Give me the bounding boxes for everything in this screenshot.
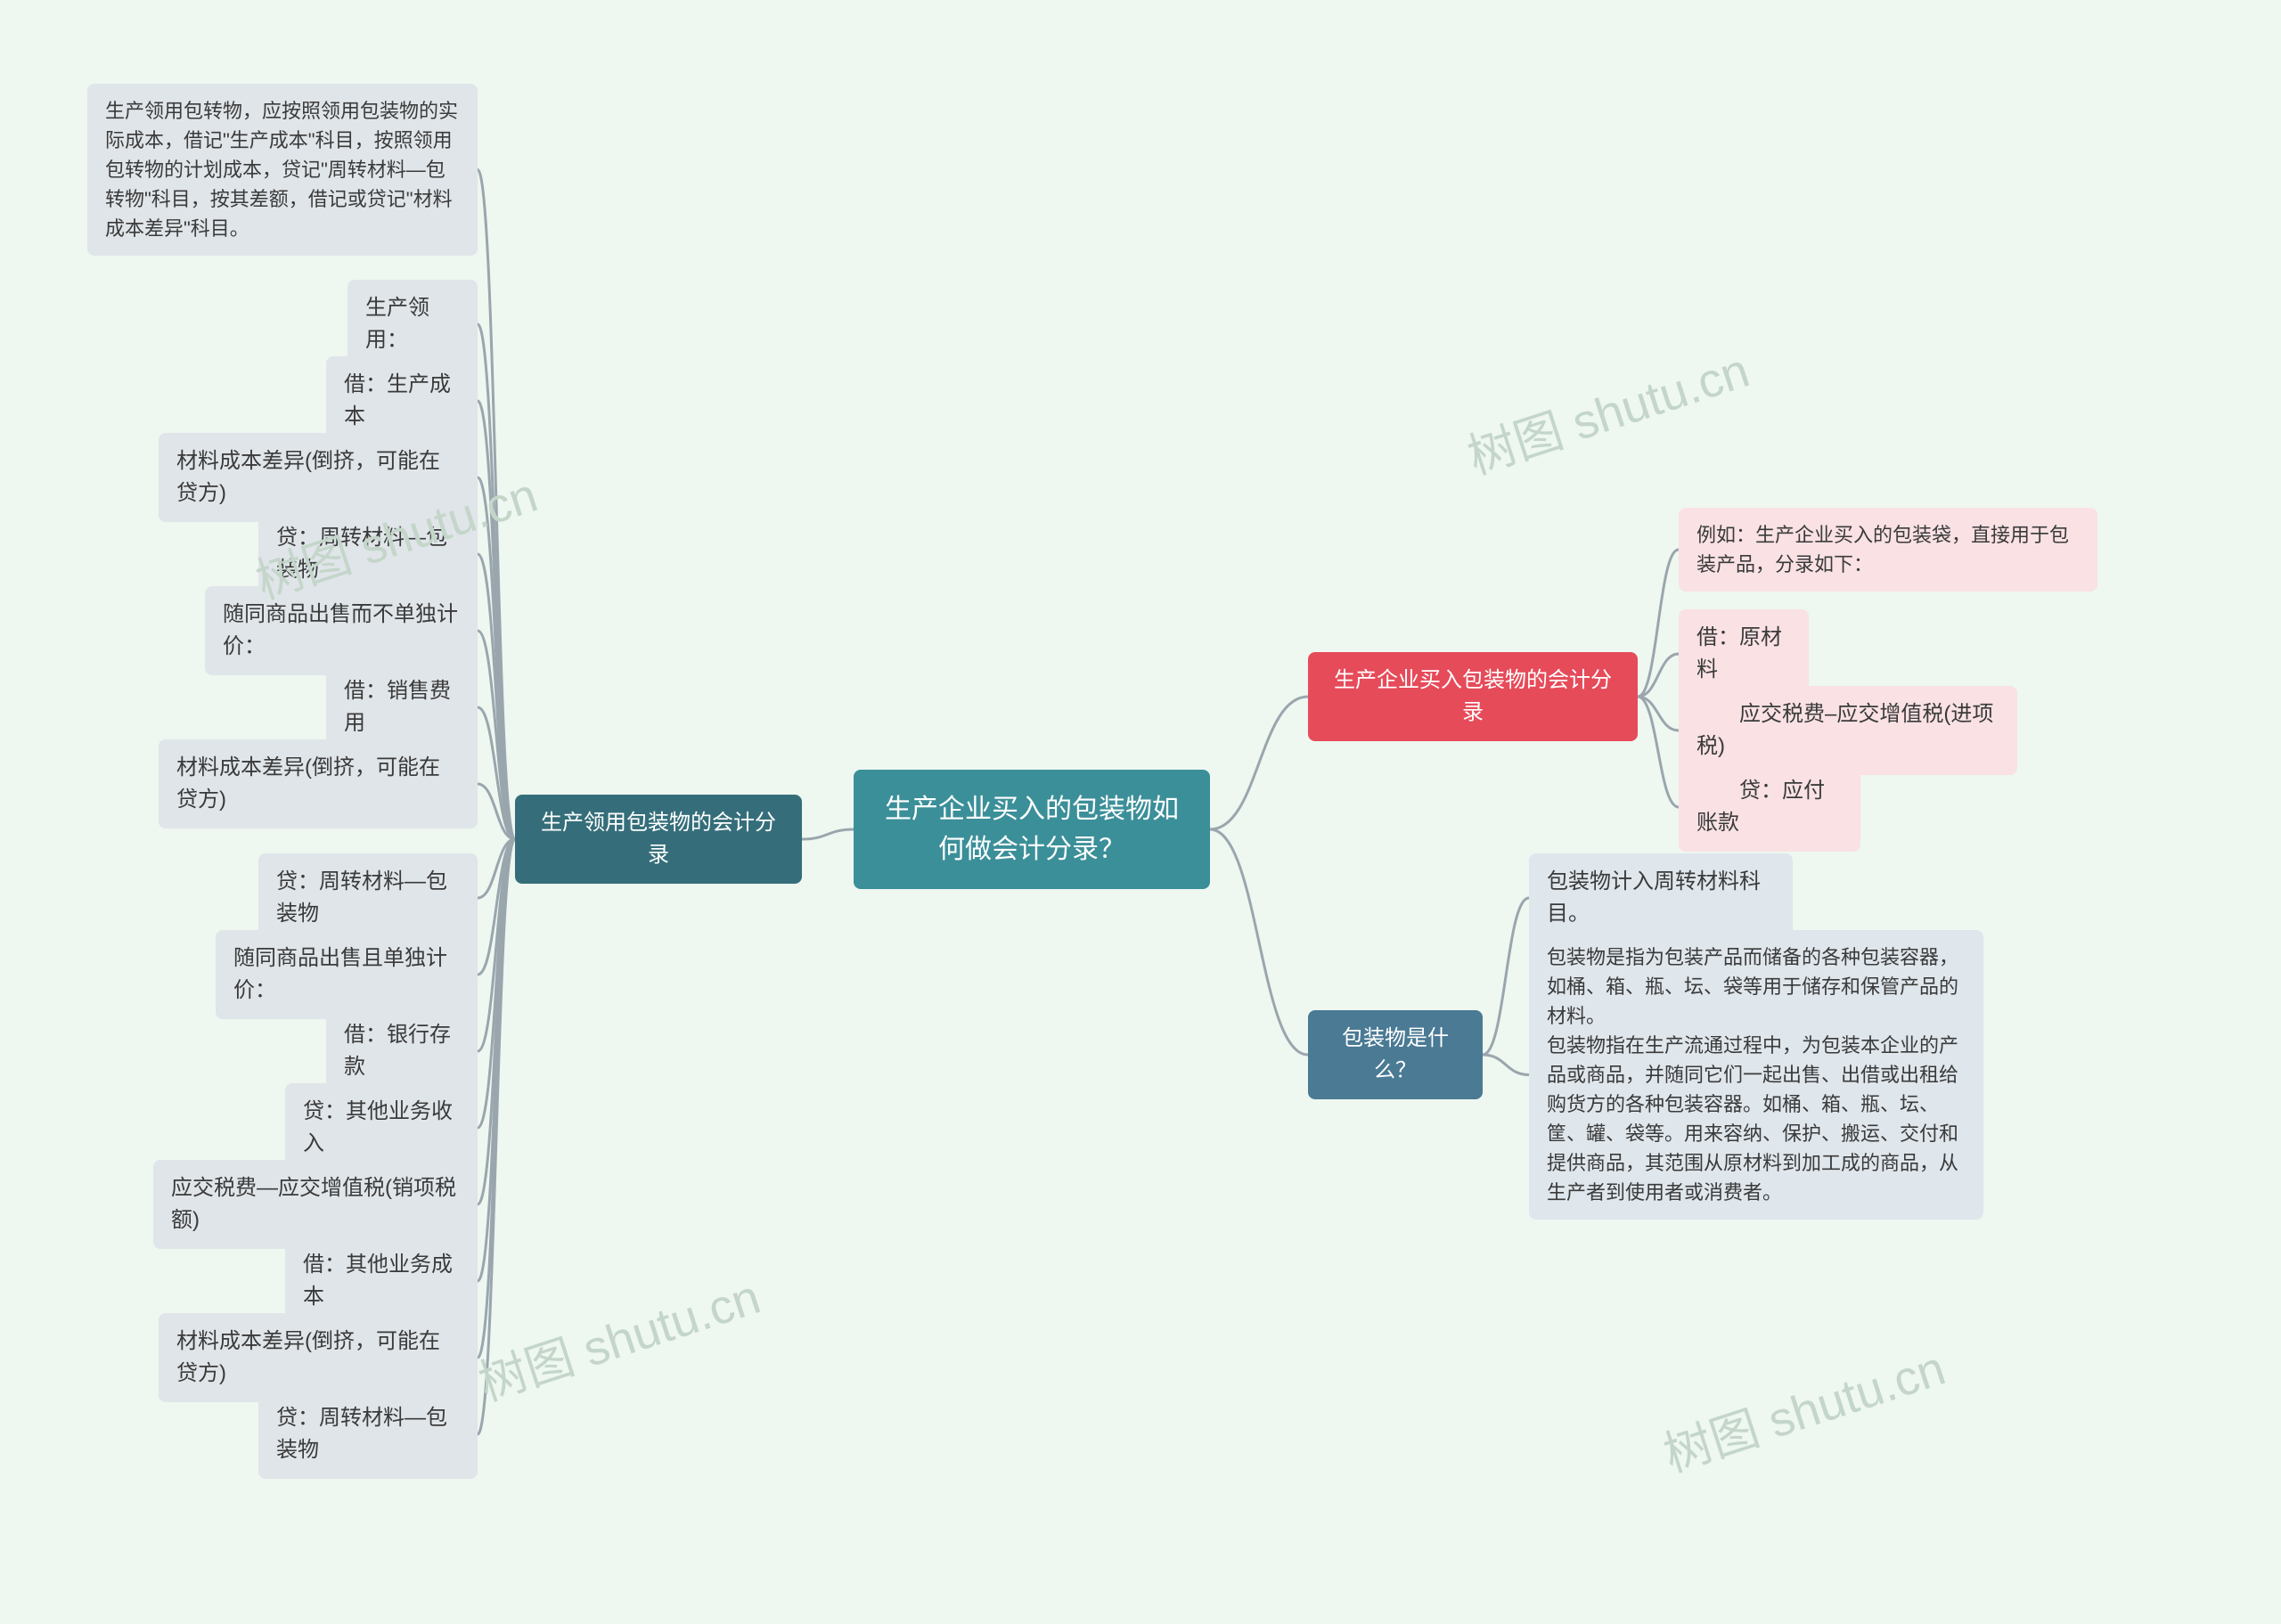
leaf-l5[interactable]: 随同商品出售而不单独计价： [205,586,478,675]
leaf-l7[interactable]: 材料成本差异(倒挤，可能在贷方) [159,739,478,828]
leaf-l4[interactable]: 贷：周转材料—包装物 [258,510,478,599]
leaf-l14[interactable]: 材料成本差异(倒挤，可能在贷方) [159,1313,478,1402]
leaf-l8[interactable]: 贷：周转材料—包装物 [258,853,478,943]
leaf-l9[interactable]: 随同商品出售且单独计价： [216,930,478,1019]
leaf-rb1[interactable]: 包装物计入周转材料科目。 [1529,853,1793,943]
leaf-l11[interactable]: 贷：其他业务收入 [285,1083,478,1172]
leaf-l12[interactable]: 应交税费—应交增值税(销项税额) [153,1160,478,1249]
branch-right-2[interactable]: 包装物是什么？ [1308,1010,1483,1099]
leaf-r3[interactable]: 应交税费–应交增值税(进项税) [1679,686,2017,775]
leaf-l1[interactable]: 生产领用： [347,280,478,369]
leaf-r4[interactable]: 贷：应付账款 [1679,763,1860,852]
leaf-l2[interactable]: 借：生产成本 [326,356,478,445]
branch-left[interactable]: 生产领用包装物的会计分录 [515,795,802,884]
leaf-l0[interactable]: 生产领用包转物，应按照领用包装物的实际成本，借记"生产成本"科目，按照领用包转物… [87,84,478,256]
leaf-l13[interactable]: 借：其他业务成本 [285,1236,478,1326]
watermark: 树图 shutu.cn [469,1257,768,1414]
leaf-l15[interactable]: 贷：周转材料—包装物 [258,1390,478,1479]
watermark: 树图 shutu.cn [1458,331,1757,487]
leaf-r2[interactable]: 借：原材料 [1679,609,1809,698]
branch-right-1[interactable]: 生产企业买入包装物的会计分录 [1308,652,1638,741]
leaf-r1[interactable]: 例如：生产企业买入的包装袋，直接用于包装产品，分录如下： [1679,508,2097,592]
leaf-l6[interactable]: 借：销售费用 [326,663,478,752]
leaf-l3[interactable]: 材料成本差异(倒挤，可能在贷方) [159,433,478,522]
watermark: 树图 shutu.cn [1654,1328,1953,1485]
root-node[interactable]: 生产企业买入的包装物如何做会计分录？ [854,770,1210,889]
leaf-rb2[interactable]: 包装物是指为包装产品而储备的各种包装容器，如桶、箱、瓶、坛、袋等用于储存和保管产… [1529,930,1983,1220]
leaf-l10[interactable]: 借：银行存款 [326,1007,478,1096]
